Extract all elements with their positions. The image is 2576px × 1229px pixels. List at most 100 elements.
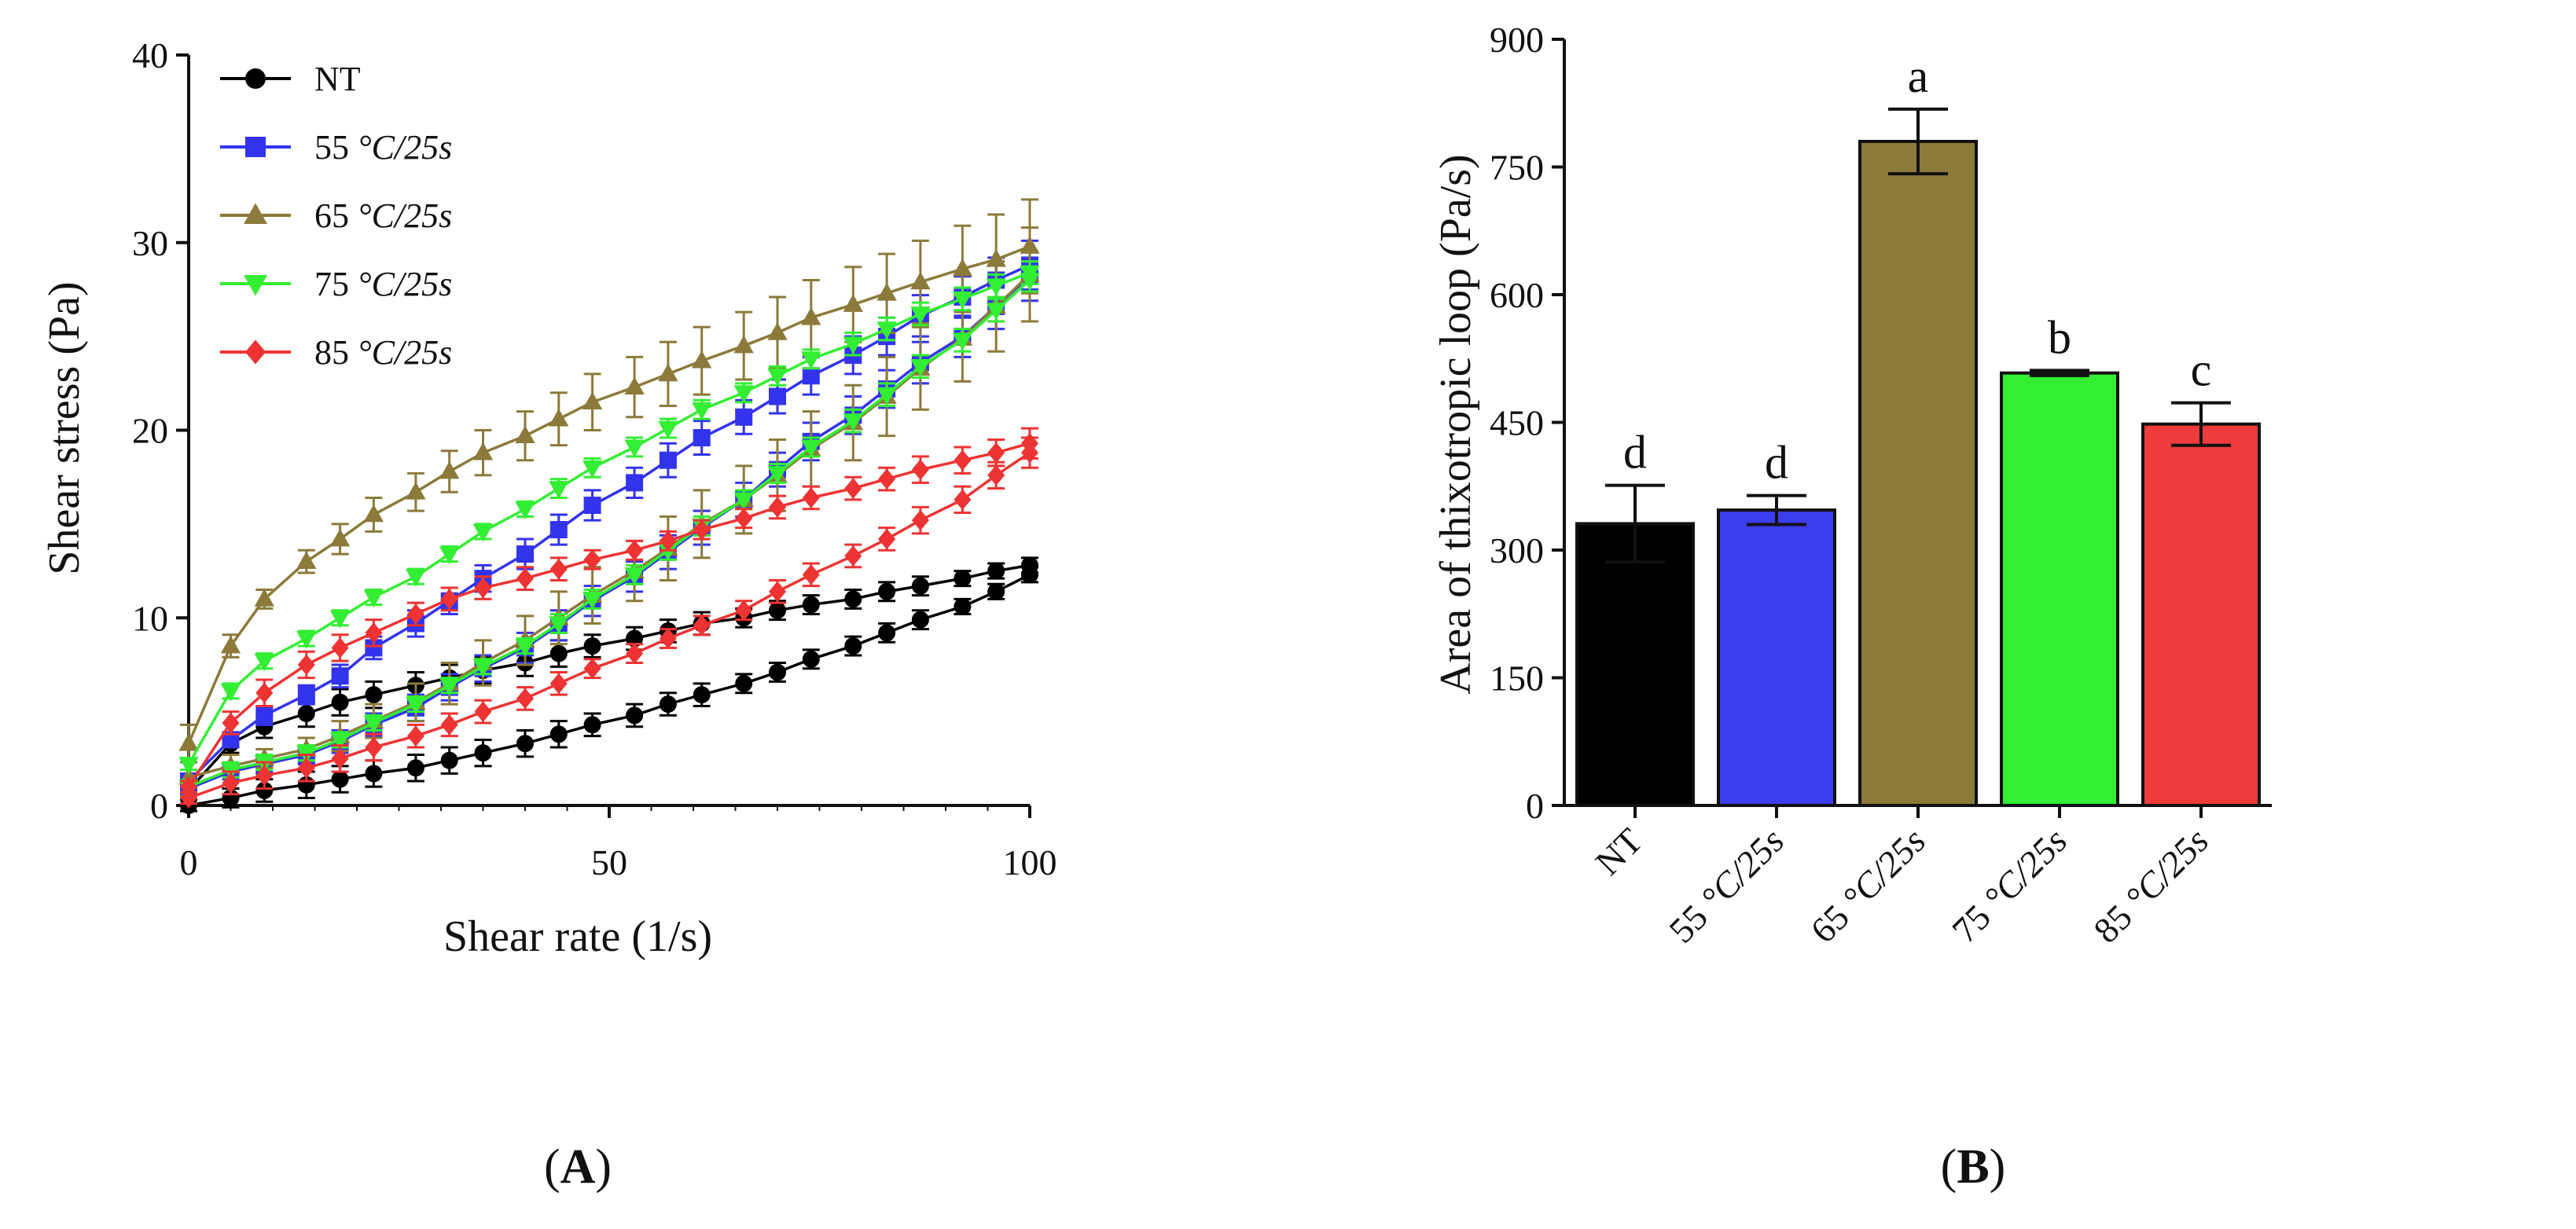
a-data-point <box>1021 566 1038 584</box>
a-data-point <box>910 358 931 377</box>
a-data-point <box>440 751 458 769</box>
b-bar <box>2000 371 2119 807</box>
a-data-point <box>255 682 274 703</box>
a-data-point <box>733 492 754 511</box>
a-data-point <box>296 631 317 649</box>
a-data-point <box>801 351 821 369</box>
a-data-point <box>954 570 972 588</box>
a-legend-label: 85 °C/25s <box>314 333 452 372</box>
b-y-tick-label: 600 <box>1490 275 1544 315</box>
a-data-point <box>626 540 644 561</box>
a-data-point <box>733 335 754 354</box>
a-data-point <box>626 643 644 664</box>
a-data-point <box>659 695 677 714</box>
a-data-point <box>331 748 349 769</box>
a-data-point <box>911 611 929 629</box>
a-data-point <box>733 385 754 403</box>
b-category-label: 65 °C/25s <box>1802 820 1933 951</box>
a-data-point <box>365 639 383 657</box>
a-data-point <box>658 542 678 561</box>
a-series-3 <box>178 260 1040 798</box>
a-data-point <box>769 387 786 405</box>
a-data-point <box>658 420 678 439</box>
a-data-point <box>582 592 603 610</box>
b-significance-letter: d <box>1765 437 1788 489</box>
a-data-point <box>843 413 863 431</box>
a-y-tick-label: 30 <box>132 223 168 263</box>
a-data-point <box>439 677 460 696</box>
a-data-point <box>952 292 973 310</box>
a-data-point <box>844 545 862 567</box>
a-data-point <box>802 650 820 668</box>
a-data-point <box>549 521 568 539</box>
b-y-tick-label: 300 <box>1490 530 1544 570</box>
a-data-point <box>659 628 677 649</box>
a-data-point <box>406 603 424 625</box>
a-y-tick-label: 40 <box>132 35 168 75</box>
panel-label-b-letter: B <box>1957 1140 1989 1194</box>
a-data-point <box>911 459 929 480</box>
b-category-label: 75 °C/25s <box>1944 820 2074 951</box>
a-data-point <box>769 581 786 603</box>
a-data-point <box>255 765 274 786</box>
a-data-point <box>516 567 534 589</box>
a-data-point <box>626 474 644 492</box>
a-data-point <box>296 551 317 569</box>
b-y-tick-label: 0 <box>1526 786 1544 826</box>
a-data-point <box>363 589 384 608</box>
a-data-point <box>954 489 972 511</box>
a-data-point <box>549 616 569 634</box>
a-legend-marker <box>244 274 267 296</box>
a-data-point <box>583 497 601 514</box>
a-data-point <box>987 582 1005 600</box>
a-legend-marker <box>245 137 266 157</box>
a-data-point <box>624 439 645 458</box>
a-data-point <box>624 567 645 585</box>
a-legend-label: NT <box>314 60 361 98</box>
line-chart-panel-a: 0 10 20 30 40 0 50 100 NT 55 °C/25s 65 °C/25s 75 °… <box>40 35 1057 961</box>
a-x-axis-title: Shear rate (1/s) <box>443 912 712 961</box>
b-category-label: 85 °C/25s <box>2085 820 2216 951</box>
a-data-point <box>735 408 753 426</box>
a-y-tick-label: 20 <box>132 411 168 451</box>
a-data-point <box>255 706 274 725</box>
a-data-point <box>365 765 383 783</box>
a-legend-label: 55 °C/25s <box>314 128 452 167</box>
a-data-point <box>254 589 274 607</box>
a-data-point <box>582 460 603 479</box>
a-legend: NT 55 °C/25s 65 °C/25s 75 °C/25s 85 °C/25s <box>220 60 452 372</box>
a-data-point <box>549 481 569 499</box>
a-axis-frame: 0 10 20 30 40 0 50 100 <box>132 35 1057 882</box>
a-data-point <box>365 736 383 758</box>
a-data-point <box>801 439 821 458</box>
a-data-point <box>911 509 929 531</box>
a-data-point <box>767 368 788 387</box>
a-data-point <box>801 307 821 325</box>
a-data-point <box>735 674 753 692</box>
a-data-point <box>987 562 1005 580</box>
a-data-point <box>331 693 349 711</box>
a-data-point <box>767 466 788 484</box>
a-data-point <box>987 442 1005 464</box>
a-data-point <box>406 482 426 500</box>
bar-chart-panel-b: 0 150 300 450 600 750 900 d NT d 55 °C/25s a 65 °C/… <box>1431 20 2272 951</box>
panel-label-a: (A) <box>544 1140 612 1194</box>
b-bars-layer: d NT d 55 °C/25s a 65 °C/25s b 75 °C/25s c 85 °C/… <box>1575 50 2261 951</box>
panel-label-a-letter: A <box>560 1140 596 1194</box>
a-data-point <box>844 590 862 608</box>
a-data-point <box>549 408 569 427</box>
a-data-point <box>331 637 349 659</box>
a-data-point <box>693 429 711 447</box>
a-data-point <box>876 387 897 405</box>
a-data-point <box>659 451 677 469</box>
a-data-point <box>180 787 197 809</box>
a-data-point <box>255 781 274 799</box>
a-data-point <box>844 478 862 499</box>
b-y-tick-label: 750 <box>1490 148 1544 188</box>
a-data-point <box>767 322 788 340</box>
b-y-tick-label: 150 <box>1490 659 1544 699</box>
a-data-point <box>329 528 351 547</box>
a-data-point <box>802 487 820 508</box>
a-data-point <box>876 321 897 339</box>
a-data-point <box>583 716 601 734</box>
